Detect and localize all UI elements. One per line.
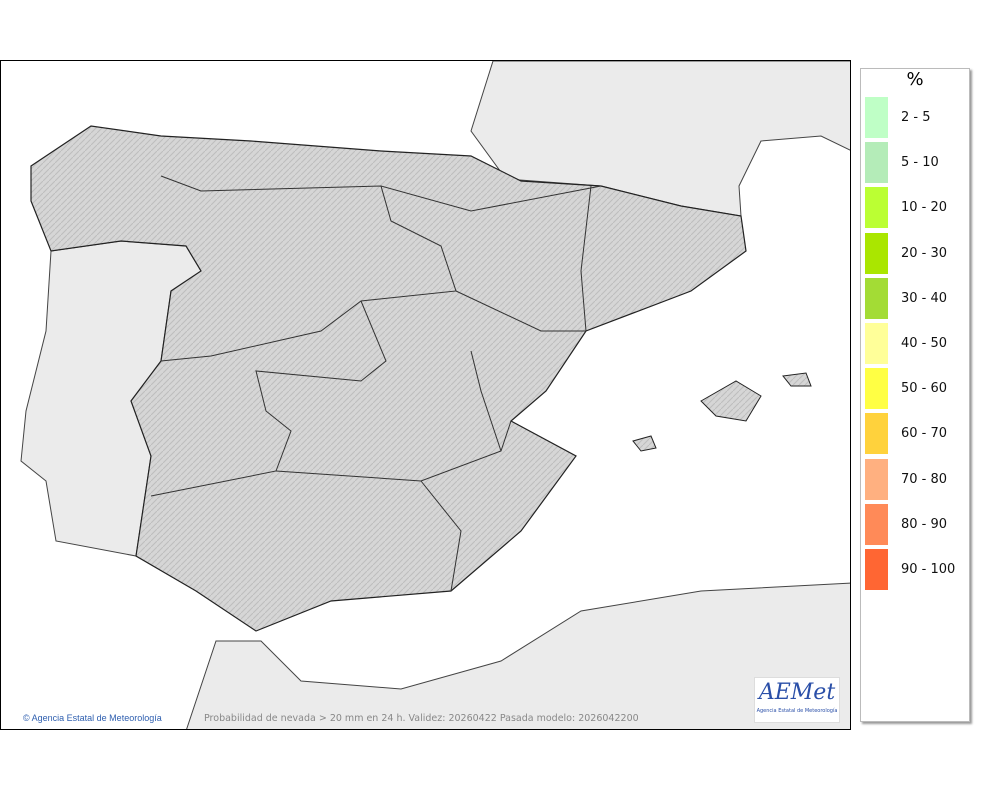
- ibiza: [632, 435, 657, 452]
- legend-item: 30 - 40: [861, 276, 969, 321]
- legend-swatch: [865, 232, 888, 274]
- legend-item: 60 - 70: [861, 411, 969, 456]
- legend-item: 40 - 50: [861, 321, 969, 366]
- legend-label: 90 - 100: [901, 561, 956, 577]
- map-caption: Probabilidad de nevada > 20 mm en 24 h. …: [204, 713, 639, 724]
- mallorca: [700, 380, 762, 422]
- legend-swatch: [865, 323, 888, 365]
- legend-swatch: [865, 368, 888, 410]
- legend-swatch: [865, 187, 888, 229]
- legend-item: 80 - 90: [861, 502, 969, 547]
- aemet-logo: AEMet Agencia Estatal de Meteorología: [754, 677, 840, 723]
- spain-land: [30, 125, 747, 632]
- copyright-credit[interactable]: © Agencia Estatal de Meteorología: [23, 713, 162, 723]
- legend-label: 10 - 20: [901, 200, 948, 216]
- menorca: [782, 372, 812, 387]
- legend-unit: %: [906, 69, 924, 90]
- legend: % 2 - 5 5 - 10 10 - 20 20 - 30 30 - 40 40 - 5…: [860, 68, 970, 722]
- legend-label: 70 - 80: [901, 471, 948, 487]
- iberia-map: [20, 61, 850, 729]
- legend-label: 50 - 60: [901, 381, 948, 397]
- legend-item: 2 - 5: [861, 95, 969, 140]
- legend-swatch: [865, 277, 888, 319]
- legend-item: 20 - 30: [861, 231, 969, 276]
- logo-subtitle: Agencia Estatal de Meteorología: [756, 708, 838, 714]
- legend-label: 5 - 10: [901, 155, 939, 171]
- legend-label: 40 - 50: [901, 336, 948, 352]
- legend-label: 30 - 40: [901, 290, 948, 306]
- legend-item: 90 - 100: [861, 547, 969, 592]
- logo-word: AEMet: [758, 680, 836, 705]
- legend-swatch: [865, 142, 888, 184]
- map-panel[interactable]: © Agencia Estatal de Meteorología Probab…: [0, 60, 851, 730]
- legend-item: 10 - 20: [861, 185, 969, 230]
- legend-swatch: [865, 458, 888, 500]
- africa-land: [186, 582, 850, 729]
- legend-swatch: [865, 548, 888, 590]
- legend-label: 20 - 30: [901, 245, 948, 261]
- legend-item: 5 - 10: [861, 140, 969, 185]
- region-borders: [150, 175, 602, 592]
- legend-label: 60 - 70: [901, 426, 948, 442]
- legend-label: 80 - 90: [901, 516, 948, 532]
- legend-swatch: [865, 503, 888, 545]
- legend-label: 2 - 5: [901, 110, 931, 126]
- legend-swatch: [865, 413, 888, 455]
- legend-item: 70 - 80: [861, 457, 969, 502]
- legend-item: 50 - 60: [861, 366, 969, 411]
- legend-swatch: [865, 97, 888, 139]
